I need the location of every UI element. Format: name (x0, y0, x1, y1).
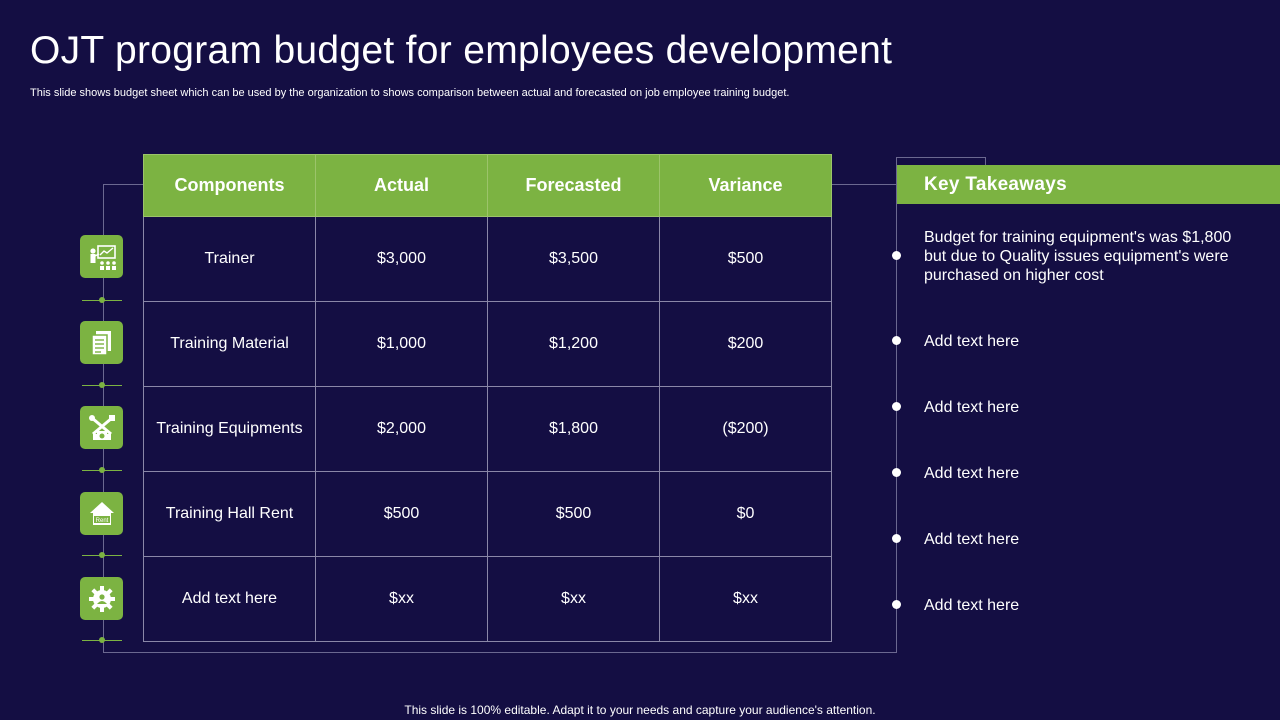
cell-variance: $xx (659, 556, 832, 642)
header-variance: Variance (659, 154, 832, 217)
cell-variance: ($200) (659, 386, 832, 472)
takeaway-bullet (892, 251, 901, 260)
table-row: Trainer $3,000 $3,500 $500 (143, 216, 832, 302)
budget-table: Components Actual Forecasted Variance Tr… (143, 154, 832, 642)
page-subtitle: This slide shows budget sheet which can … (30, 87, 790, 99)
table-header-row: Components Actual Forecasted Variance (143, 154, 832, 217)
frame-line-bottom (103, 652, 897, 653)
takeaway-bullet (892, 600, 901, 609)
tools-icon (80, 406, 123, 449)
cell-forecasted: $1,200 (487, 301, 660, 387)
key-takeaways-title: Key Takeaways (897, 165, 1280, 204)
trainer-presentation-icon (80, 235, 123, 278)
rent-sign-label: Rent (95, 518, 108, 524)
cell-forecasted: $3,500 (487, 216, 660, 302)
cell-actual: $xx (315, 556, 488, 642)
cell-variance: $0 (659, 471, 832, 557)
cell-component: Training Hall Rent (143, 471, 316, 557)
cell-actual: $500 (315, 471, 488, 557)
cell-component: Trainer (143, 216, 316, 302)
frame-line-top-left (103, 184, 144, 185)
header-components: Components (143, 154, 316, 217)
cell-component: Training Material (143, 301, 316, 387)
cell-component: Training Equipments (143, 386, 316, 472)
table-row: Add text here $xx $xx $xx (143, 556, 832, 642)
takeaway-item: Add text here (924, 399, 1020, 416)
rent-house-icon: Rent (80, 492, 123, 535)
cell-forecasted: $500 (487, 471, 660, 557)
frame-line-top-right (831, 184, 897, 185)
takeaway-item: Add text here (924, 597, 1020, 614)
frame-line-right-tick (985, 157, 986, 166)
page-title: OJT program budget for employees develop… (30, 29, 893, 72)
takeaway-item: Add text here (924, 333, 1020, 350)
frame-line-right-top (896, 157, 986, 158)
cell-forecasted: $1,800 (487, 386, 660, 472)
takeaway-bullet (892, 534, 901, 543)
table-row: Training Equipments $2,000 $1,800 ($200) (143, 386, 832, 472)
gear-icon (80, 577, 123, 620)
takeaway-item: Budget for training equipment's was $1,8… (924, 229, 1232, 284)
takeaway-bullet (892, 468, 901, 477)
cell-forecasted: $xx (487, 556, 660, 642)
header-forecasted: Forecasted (487, 154, 660, 217)
icon-separator-dot (99, 637, 105, 643)
cell-variance: $500 (659, 216, 832, 302)
takeaway-bullet (892, 402, 901, 411)
takeaway-bullet (892, 336, 901, 345)
table-row: Training Material $1,000 $1,200 $200 (143, 301, 832, 387)
footer-note: This slide is 100% editable. Adapt it to… (404, 703, 876, 717)
documents-icon (80, 321, 123, 364)
table-row: Training Hall Rent $500 $500 $0 (143, 471, 832, 557)
takeaway-item: Add text here (924, 465, 1020, 482)
takeaway-item: Add text here (924, 531, 1020, 548)
cell-actual: $1,000 (315, 301, 488, 387)
icon-separator-dot (99, 552, 105, 558)
header-actual: Actual (315, 154, 488, 217)
cell-actual: $2,000 (315, 386, 488, 472)
cell-variance: $200 (659, 301, 832, 387)
cell-component: Add text here (143, 556, 316, 642)
icon-separator-dot (99, 382, 105, 388)
cell-actual: $3,000 (315, 216, 488, 302)
icon-separator-dot (99, 297, 105, 303)
icon-separator-dot (99, 467, 105, 473)
